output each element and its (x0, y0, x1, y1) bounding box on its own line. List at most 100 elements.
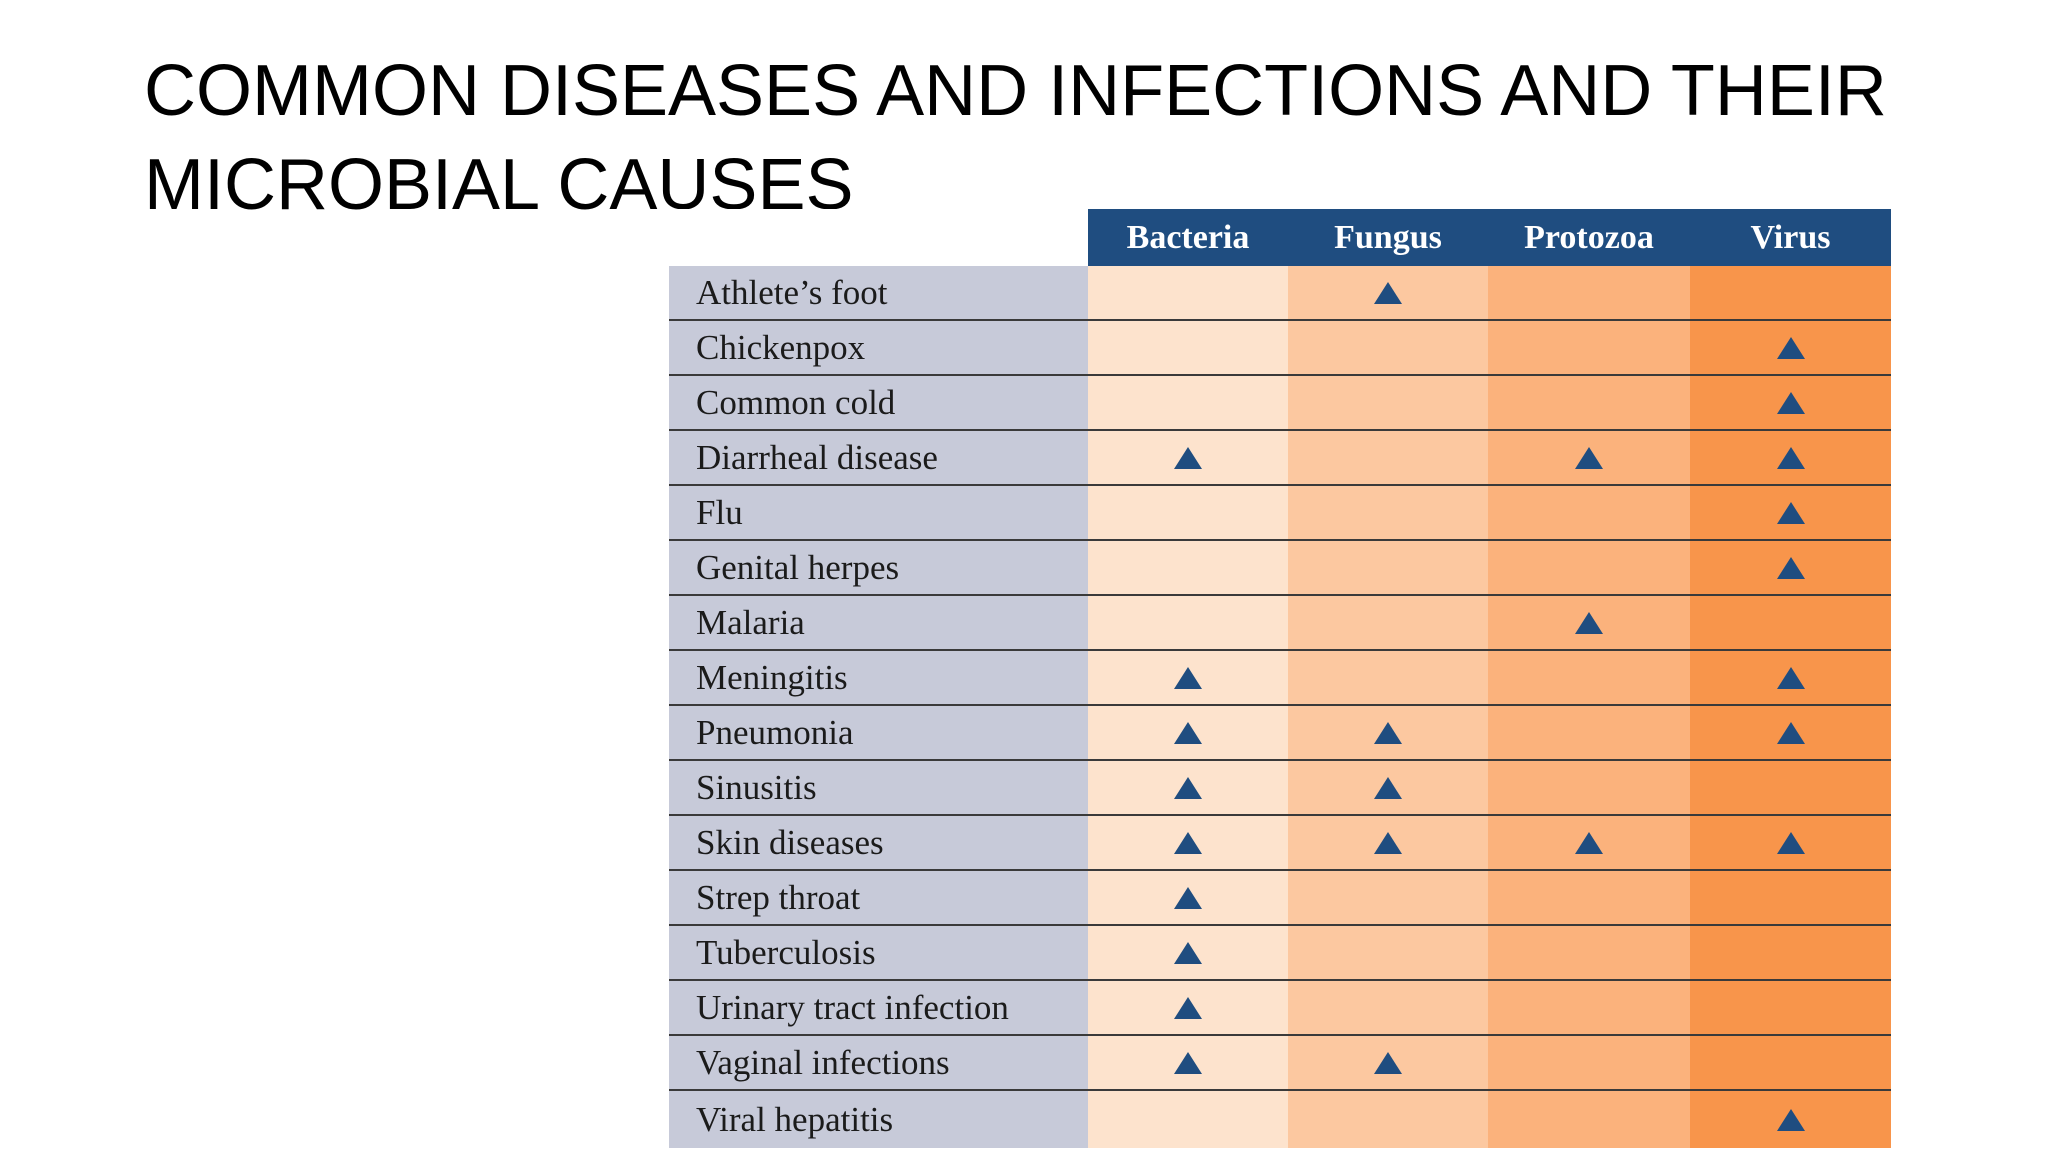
triangle-icon (1374, 1051, 1402, 1074)
triangle-icon (1374, 721, 1402, 744)
triangle-icon (1174, 996, 1202, 1019)
disease-cause-table: Bacteria Fungus Protozoa Virus Athlete’s… (669, 209, 1891, 1148)
cause-cell (1288, 980, 1488, 1036)
cause-cell (1488, 1090, 1690, 1148)
cause-cell (1088, 980, 1288, 1036)
cause-cell (1690, 705, 1891, 761)
cause-cell (1488, 760, 1690, 816)
triangle-icon (1174, 666, 1202, 689)
header-blank-cell (669, 209, 1088, 266)
disease-name: Meningitis (669, 650, 1088, 706)
triangle-icon (1575, 611, 1603, 634)
cause-cell (1288, 540, 1488, 596)
table-row: Vaginal infections (669, 1035, 1891, 1091)
table-row: Chickenpox (669, 320, 1891, 376)
cause-cell (1488, 925, 1690, 981)
cause-cell (1288, 815, 1488, 871)
triangle-icon (1776, 556, 1805, 579)
header-row: Bacteria Fungus Protozoa Virus (669, 209, 1891, 266)
triangle-icon (1776, 666, 1805, 689)
cause-cell (1690, 430, 1891, 486)
cause-cell (1288, 1035, 1488, 1091)
cause-cell (1088, 375, 1288, 431)
triangle-icon (1174, 776, 1202, 799)
cause-cell (1488, 430, 1690, 486)
triangle-icon (1776, 831, 1805, 854)
disease-table-container: Bacteria Fungus Protozoa Virus Athlete’s… (669, 209, 1891, 1148)
cause-cell (1088, 705, 1288, 761)
cause-cell (1088, 760, 1288, 816)
triangle-icon (1374, 776, 1402, 799)
triangle-icon (1174, 1051, 1202, 1074)
cause-cell (1488, 266, 1690, 321)
cause-cell (1288, 320, 1488, 376)
cause-cell (1088, 595, 1288, 651)
cause-cell (1088, 485, 1288, 541)
cause-cell (1488, 375, 1690, 431)
cause-cell (1288, 430, 1488, 486)
column-header-fungus: Fungus (1288, 209, 1488, 266)
triangle-icon (1776, 446, 1805, 469)
table-row: Meningitis (669, 650, 1891, 706)
table-row: Tuberculosis (669, 925, 1891, 981)
cause-cell (1088, 266, 1288, 321)
cause-cell (1690, 1035, 1891, 1091)
slide-title: COMMON DISEASES AND INFECTIONS AND THEIR… (144, 51, 1887, 225)
table-row: Genital herpes (669, 540, 1891, 596)
cause-cell (1690, 266, 1891, 321)
cause-cell (1690, 980, 1891, 1036)
cause-cell (1690, 375, 1891, 431)
table-row: Skin diseases (669, 815, 1891, 871)
triangle-icon (1575, 831, 1603, 854)
triangle-icon (1776, 501, 1805, 524)
table-row: Malaria (669, 595, 1891, 651)
cause-cell (1488, 980, 1690, 1036)
cause-cell (1690, 595, 1891, 651)
cause-cell (1690, 815, 1891, 871)
cause-cell (1488, 540, 1690, 596)
cause-cell (1288, 1090, 1488, 1148)
cause-cell (1088, 870, 1288, 926)
cause-cell (1690, 540, 1891, 596)
cause-cell (1690, 870, 1891, 926)
column-header-virus: Virus (1690, 209, 1891, 266)
cause-cell (1488, 705, 1690, 761)
triangle-icon (1776, 721, 1805, 744)
disease-name: Common cold (669, 375, 1088, 431)
disease-name: Viral hepatitis (669, 1090, 1088, 1148)
disease-name: Athlete’s foot (669, 266, 1088, 321)
cause-cell (1288, 485, 1488, 541)
cause-cell (1690, 320, 1891, 376)
triangle-icon (1776, 391, 1805, 414)
cause-cell (1488, 870, 1690, 926)
cause-cell (1488, 595, 1690, 651)
cause-cell (1690, 485, 1891, 541)
cause-cell (1488, 1035, 1690, 1091)
cause-cell (1288, 650, 1488, 706)
cause-cell (1690, 760, 1891, 816)
disease-name: Flu (669, 485, 1088, 541)
table-row: Viral hepatitis (669, 1090, 1891, 1148)
disease-name: Tuberculosis (669, 925, 1088, 981)
triangle-icon (1174, 446, 1202, 469)
disease-name: Urinary tract infection (669, 980, 1088, 1036)
table-row: Strep throat (669, 870, 1891, 926)
table-row: Sinusitis (669, 760, 1891, 816)
disease-name: Sinusitis (669, 760, 1088, 816)
cause-cell (1488, 650, 1690, 706)
disease-name: Strep throat (669, 870, 1088, 926)
cause-cell (1288, 266, 1488, 321)
cause-cell (1288, 925, 1488, 981)
cause-cell (1690, 925, 1891, 981)
table-row: Athlete’s foot (669, 266, 1891, 321)
table-row: Pneumonia (669, 705, 1891, 761)
disease-name: Chickenpox (669, 320, 1088, 376)
triangle-icon (1776, 336, 1805, 359)
cause-cell (1288, 705, 1488, 761)
cause-cell (1288, 870, 1488, 926)
cause-cell (1288, 375, 1488, 431)
table-row: Common cold (669, 375, 1891, 431)
cause-cell (1288, 595, 1488, 651)
triangle-icon (1776, 1108, 1805, 1131)
disease-name: Diarrheal disease (669, 430, 1088, 486)
